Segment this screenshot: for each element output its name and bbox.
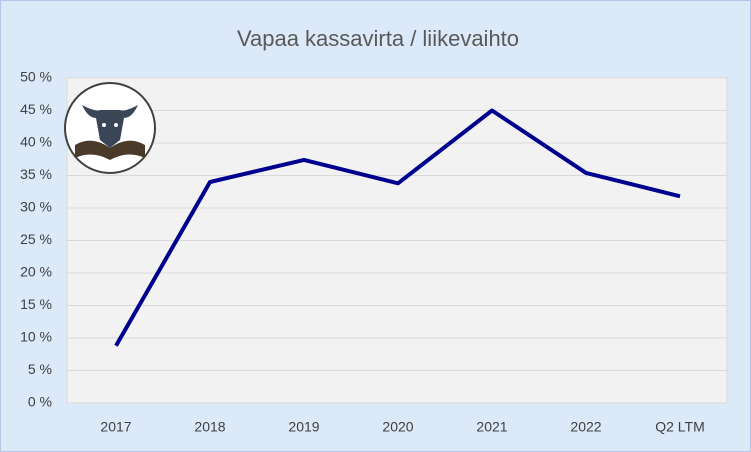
line-series xyxy=(114,108,681,347)
x-tick-label: 2017 xyxy=(100,419,131,435)
x-tick-label: 2021 xyxy=(476,419,507,435)
x-tick-label: Q2 LTM xyxy=(655,419,705,435)
x-tick-label: 2019 xyxy=(288,419,319,435)
chart-title: Vapaa kassavirta / liikevaihto xyxy=(237,26,519,51)
y-tick-label: 40 % xyxy=(20,134,52,150)
y-tick-label: 20 % xyxy=(20,264,52,280)
y-tick-label: 25 % xyxy=(20,231,52,247)
y-tick-label: 30 % xyxy=(20,199,52,215)
y-tick-label: 45 % xyxy=(20,101,52,117)
x-tick-label: 2022 xyxy=(570,419,601,435)
logo xyxy=(64,82,156,174)
y-tick-label: 10 % xyxy=(20,329,52,345)
x-tick-label: 2018 xyxy=(194,419,225,435)
y-tick-label: 0 % xyxy=(28,394,52,410)
x-tick-label: 2020 xyxy=(382,419,413,435)
y-tick-label: 35 % xyxy=(20,166,52,182)
y-tick-label: 5 % xyxy=(28,361,52,377)
y-tick-label: 15 % xyxy=(20,296,52,312)
y-tick-label: 50 % xyxy=(20,69,52,85)
